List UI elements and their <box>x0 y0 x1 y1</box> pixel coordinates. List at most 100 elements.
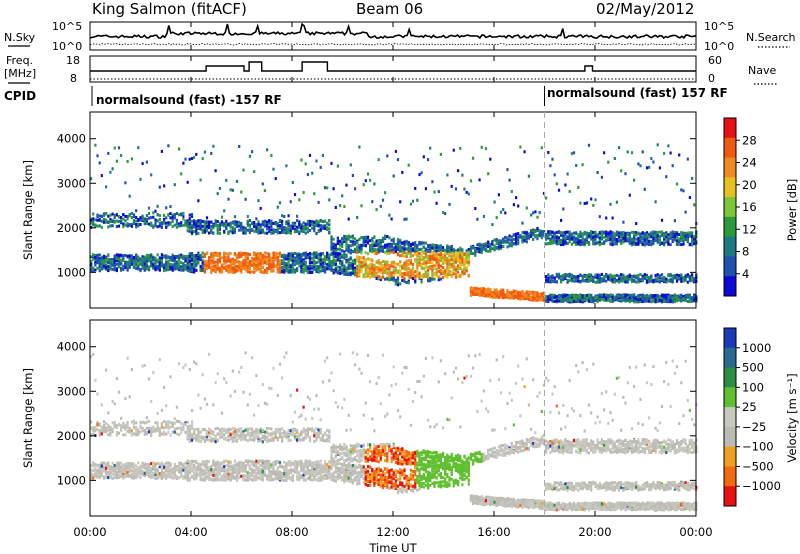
power-echo-cell <box>407 251 410 255</box>
power-echo-cell <box>442 256 445 260</box>
power-echo-cell <box>293 223 297 227</box>
power-echo-cell <box>414 274 417 278</box>
power-echo-cell <box>165 221 168 225</box>
power-echo-cell <box>306 271 309 274</box>
power-echo-cell <box>362 236 365 239</box>
power-echo-cell <box>459 249 462 252</box>
power-echo-cell <box>437 253 440 257</box>
power-echo-cell <box>175 255 178 258</box>
power-echo-cell <box>195 257 198 261</box>
power-echo-cell <box>386 272 389 275</box>
power-echo-cell <box>463 187 466 191</box>
power-echo-cell <box>424 261 427 265</box>
power-echo-cell <box>339 265 342 269</box>
power-echo-cell <box>195 259 198 263</box>
power-echo-cell <box>242 168 245 172</box>
power-echo-cell <box>135 253 138 257</box>
power-echo-cell <box>210 270 213 274</box>
power-echo-cell <box>102 212 106 216</box>
power-echo-cell <box>266 260 269 264</box>
power-echo-cell <box>373 236 376 239</box>
power-echo-cell <box>184 222 187 225</box>
power-echo-cell <box>431 250 434 254</box>
power-echo-cell <box>620 239 623 243</box>
power-echo-cell <box>493 294 496 298</box>
power-echo-cell <box>366 271 370 275</box>
power-echo-cell <box>334 263 337 266</box>
power-echo-cell <box>109 213 112 217</box>
power-echo-cell <box>557 294 561 298</box>
power-echo-cell <box>396 283 400 287</box>
power-echo-cell <box>253 170 256 174</box>
power-echo-cell <box>497 193 500 197</box>
power-echo-cell <box>502 291 505 295</box>
power-echo-cell <box>399 271 402 275</box>
power-echo-cell <box>332 254 335 258</box>
power-echo-cell <box>141 255 144 259</box>
power-echo-cell <box>457 274 460 278</box>
power-echo-cell <box>147 254 151 257</box>
power-echo-cell <box>405 217 408 221</box>
power-echo-cell <box>323 258 327 262</box>
power-echo-cell <box>375 265 378 269</box>
power-echo-cell <box>461 270 464 274</box>
power-echo-cell <box>454 251 458 255</box>
power-echo-cell <box>431 254 434 258</box>
power-echo-cell <box>394 262 397 266</box>
power-echo-cell <box>311 252 314 256</box>
power-echo-cell <box>296 225 299 229</box>
power-echo-cell <box>480 289 483 293</box>
power-echo-cell <box>240 270 243 274</box>
power-echo-cell <box>197 258 200 261</box>
power-echo-cell <box>251 259 254 263</box>
power-echo-cell <box>218 269 221 273</box>
power-echo-cell <box>341 253 344 257</box>
power-echo-cell <box>407 270 410 274</box>
power-echo-cell <box>422 155 425 159</box>
power-echo-cell <box>231 228 234 232</box>
power-echo-cell <box>315 232 318 235</box>
power-echo-cell <box>291 226 294 230</box>
power-echo-cell <box>551 157 554 161</box>
power-echo-cell <box>210 255 213 259</box>
power-echo-cell <box>414 279 417 283</box>
power-echo-cell <box>607 231 610 235</box>
power-echo-cell <box>291 254 294 258</box>
power-echo-cell <box>484 147 488 151</box>
power-echo-cell <box>433 254 436 258</box>
power-echo-cell <box>583 240 586 244</box>
power-echo-cell <box>369 272 372 276</box>
power-echo-cell <box>160 256 163 260</box>
power-echo-cell <box>562 293 565 297</box>
power-echo-cell <box>358 256 361 260</box>
power-echo-cell <box>454 268 458 272</box>
power-echo-cell <box>261 270 264 274</box>
power-echo-cell <box>208 265 211 269</box>
power-echo-cell <box>637 300 640 304</box>
power-echo-cell <box>257 252 260 256</box>
power-echo-cell <box>639 298 642 301</box>
power-echo-cell <box>603 231 606 235</box>
power-echo-cell <box>403 247 406 251</box>
power-echo-cell <box>287 259 290 263</box>
power-echo-cell <box>283 226 286 230</box>
power-echo-cell <box>214 224 217 228</box>
power-echo-cell <box>401 272 404 276</box>
power-echo-cell <box>392 250 395 254</box>
power-echo-cell <box>429 254 432 258</box>
power-echo-cell <box>317 269 320 272</box>
power-echo-cell <box>624 296 627 300</box>
power-echo-cell <box>373 250 376 254</box>
power-echo-cell <box>536 229 539 232</box>
power-echo-cell <box>579 293 582 297</box>
power-echo-cell <box>242 267 245 270</box>
power-echo-cell <box>547 235 550 239</box>
power-echo-cell <box>551 236 554 240</box>
power-echo-cell <box>190 231 194 235</box>
power-echo-cell <box>506 294 509 297</box>
power-echo-cell <box>190 252 194 256</box>
power-echo-cell <box>439 277 442 281</box>
power-echo-cell <box>218 266 221 270</box>
power-echo-cell <box>105 185 108 189</box>
power-echo-cell <box>360 248 363 252</box>
